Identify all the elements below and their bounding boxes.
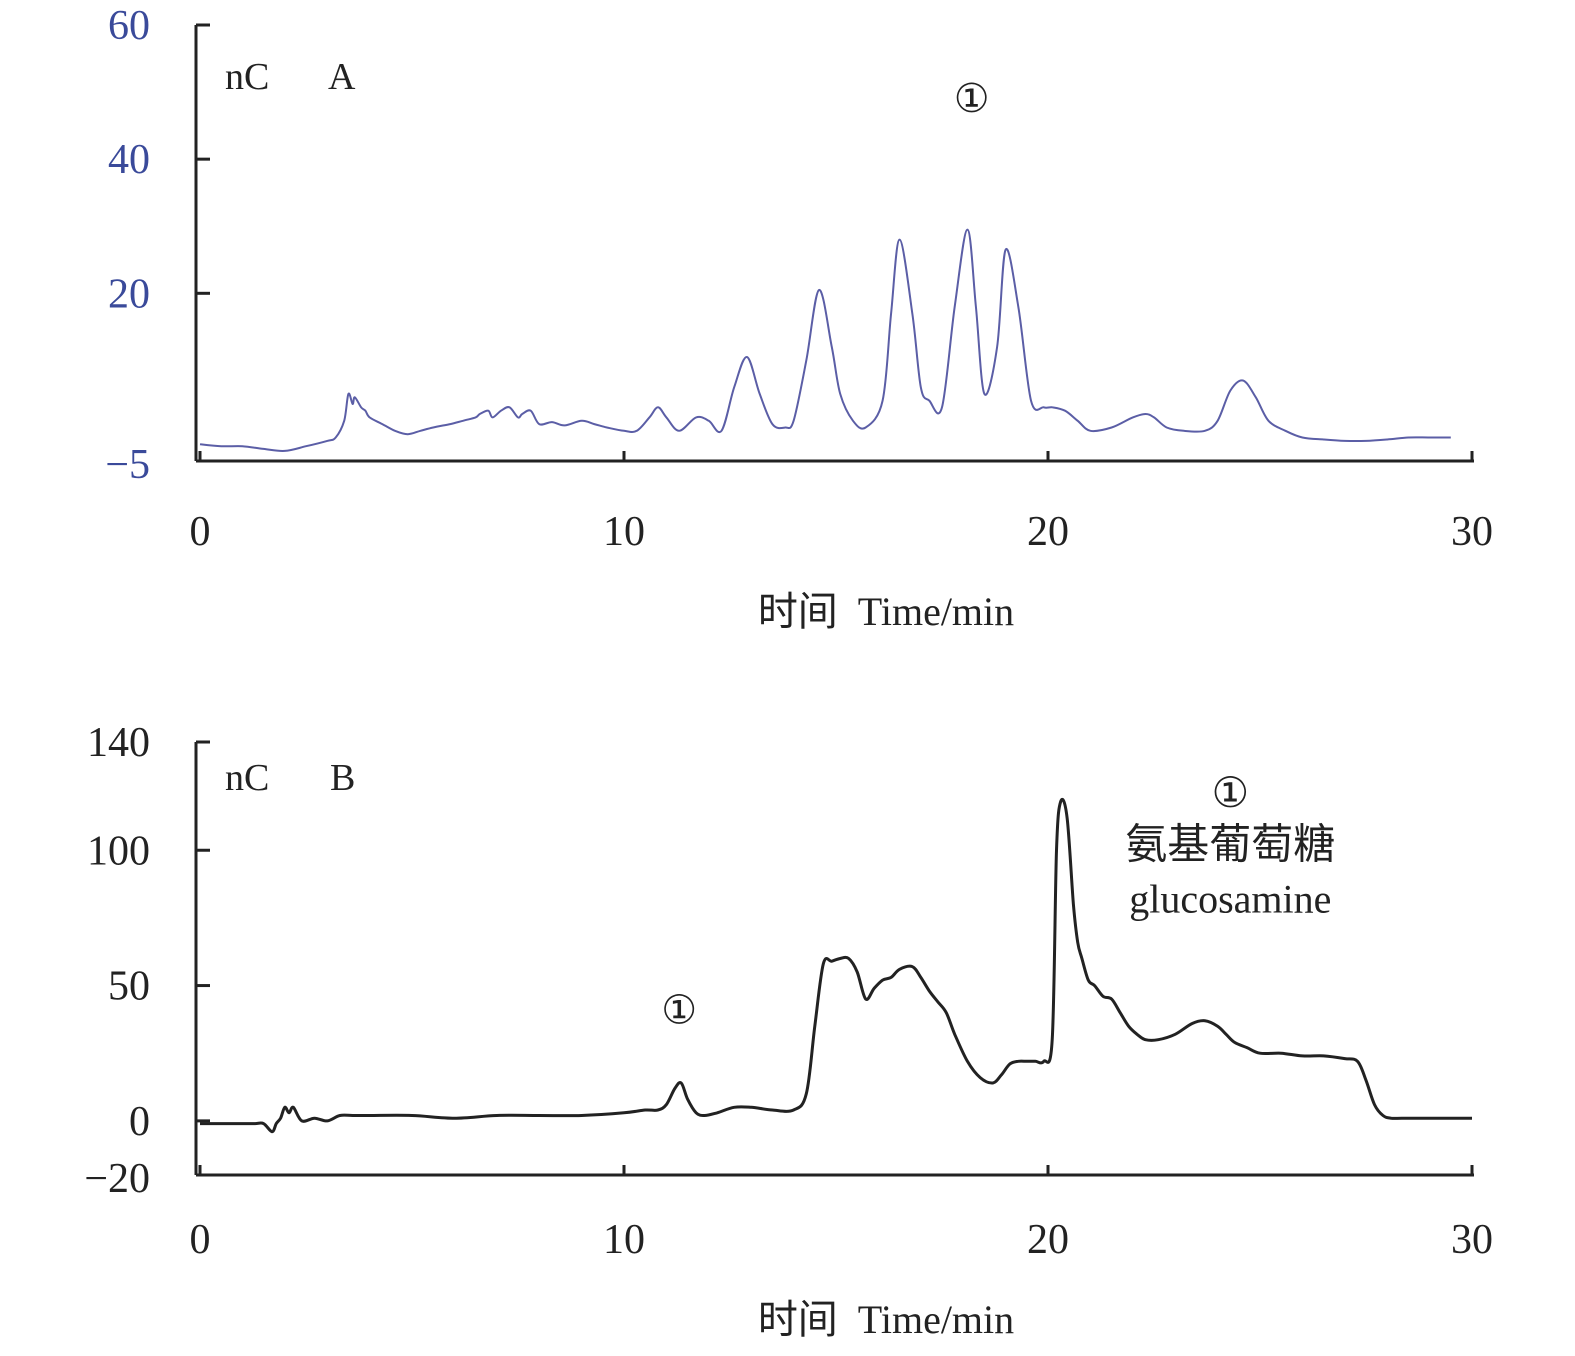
panel-b-y-tick-label: −20	[84, 1156, 150, 1202]
panel-a-x-axis-label: 时间 Time/min	[758, 589, 1014, 634]
panel-a-axes	[194, 25, 1474, 463]
panel-b-label: B	[330, 757, 355, 799]
panel-a-label: A	[328, 56, 356, 98]
panel-b-x-tick-label: 20	[1027, 1217, 1069, 1263]
panel-b: 0 10 20 30 −20 0 50 100 140 nC B 时间 Time/min ① ① 氨…	[84, 720, 1493, 1342]
panel-b-annotation: 氨基葡萄糖	[1125, 822, 1335, 868]
panel-a-series-line	[199, 228, 1451, 452]
panel-b-x-tick-label: 0	[190, 1217, 211, 1263]
panel-a-annotation: ①	[954, 76, 990, 121]
panel-b-y-tick-label: 50	[108, 964, 150, 1010]
panel-a-series	[199, 228, 1451, 452]
panel-b-annotations: ① ① 氨基葡萄糖 glucosamine	[661, 771, 1335, 1032]
panel-b-series	[199, 797, 1472, 1134]
panel-b-ticks: 0 10 20 30 −20 0 50 100 140	[84, 720, 1493, 1263]
panel-b-y-tick-label: 100	[87, 828, 150, 874]
panel-b-axes	[194, 742, 1474, 1177]
panel-a-x-tick-label: 10	[603, 509, 645, 555]
panel-a-y-tick-label: 40	[108, 137, 150, 183]
panel-b-x-tick-label: 10	[603, 1217, 645, 1263]
panel-a-x-tick-label: 20	[1027, 509, 1069, 555]
panel-b-x-tick-label: 30	[1451, 1217, 1493, 1263]
panel-b-y-tick-label: 0	[129, 1099, 150, 1145]
panel-a-x-tick-label: 30	[1451, 509, 1493, 555]
panel-a: 0 10 20 30 −5 20 40 60 nC A 时间 Time/min ①	[105, 3, 1493, 634]
panel-a-annotations: ①	[954, 76, 990, 121]
panel-b-unit-label: nC	[225, 757, 269, 799]
panel-b-annotation: ①	[1211, 771, 1249, 817]
panel-b-annotation: glucosamine	[1129, 876, 1331, 921]
panel-a-y-tick-label: 20	[108, 271, 150, 317]
panel-b-y-tick-label: 140	[87, 720, 150, 766]
panel-b-series-line	[199, 797, 1472, 1134]
panel-b-annotation: ①	[661, 987, 697, 1032]
panel-a-x-tick-label: 0	[190, 509, 211, 555]
panel-a-unit-label: nC	[225, 56, 269, 98]
panel-b-x-axis-label: 时间 Time/min	[758, 1297, 1014, 1342]
panel-a-y-tick-label: 60	[108, 3, 150, 49]
panel-a-y-tick-label: −5	[105, 442, 150, 488]
panel-a-ticks: 0 10 20 30 −5 20 40 60	[105, 3, 1493, 555]
